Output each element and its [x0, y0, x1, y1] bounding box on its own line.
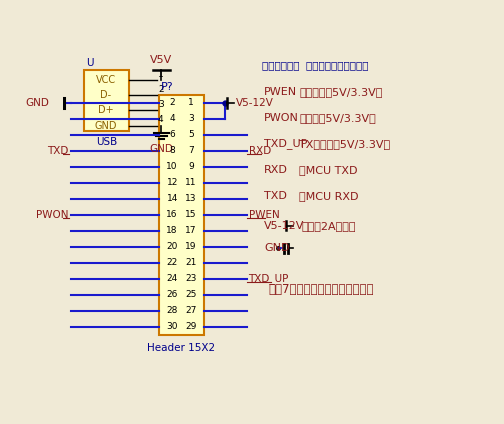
Text: TXD_UP: TXD_UP	[264, 139, 307, 149]
Text: 29: 29	[185, 322, 197, 332]
Text: USB: USB	[96, 137, 117, 147]
Text: 开机（捐5V/3.3V）: 开机（捐5V/3.3V）	[299, 113, 376, 123]
Bar	[159, 95, 204, 335]
Text: TX上拉（捐5V/3.3V）: TX上拉（捐5V/3.3V）	[299, 139, 391, 149]
Text: 4: 4	[158, 115, 163, 124]
Text: 24: 24	[166, 274, 178, 283]
Text: 26: 26	[166, 290, 178, 299]
Text: 1: 1	[158, 70, 164, 79]
Text: GND: GND	[264, 243, 290, 254]
Text: 2: 2	[158, 85, 163, 94]
Text: 15: 15	[185, 210, 197, 220]
Text: 12: 12	[166, 179, 178, 187]
Text: PWON: PWON	[264, 113, 299, 123]
Text: 22: 22	[166, 259, 178, 268]
Text: 13: 13	[185, 195, 197, 204]
Text: 23: 23	[185, 274, 197, 283]
Text: 16: 16	[166, 210, 178, 220]
Text: 3: 3	[158, 100, 164, 109]
Text: RXD: RXD	[248, 146, 271, 156]
Text: 2: 2	[169, 98, 175, 107]
Text: VCC: VCC	[96, 75, 116, 85]
Text: U: U	[86, 58, 93, 68]
Text: TXD: TXD	[47, 146, 69, 156]
Text: 3: 3	[188, 114, 194, 123]
Text: 开电源（捐5V/3.3V）: 开电源（捐5V/3.3V）	[299, 86, 383, 97]
Text: 17: 17	[185, 226, 197, 235]
Text: GND: GND	[26, 98, 49, 108]
Text: Header 15X2: Header 15X2	[147, 343, 215, 353]
Text: D+: D+	[98, 106, 114, 115]
Text: 30: 30	[166, 322, 178, 332]
Text: TXD_UP: TXD_UP	[248, 273, 289, 285]
Text: 7: 7	[188, 146, 194, 156]
Text: 21: 21	[185, 259, 197, 268]
Text: 4: 4	[169, 114, 175, 123]
Text: 1: 1	[188, 98, 194, 107]
Text: 9: 9	[188, 162, 194, 171]
Text: V5-12V: V5-12V	[236, 98, 274, 108]
Text: 5: 5	[188, 131, 194, 139]
Text: PWEN: PWEN	[264, 86, 297, 97]
Text: P?: P?	[161, 82, 173, 92]
Text: PWON: PWON	[36, 210, 69, 220]
Text: 接MCU RXD: 接MCU RXD	[299, 191, 359, 201]
Text: 28: 28	[166, 307, 178, 315]
Text: 27: 27	[185, 307, 197, 315]
Text: GND: GND	[150, 144, 173, 154]
Text: D-: D-	[100, 90, 111, 100]
Text: 20: 20	[166, 243, 178, 251]
Text: 以上7个引脚都要接，否者不可用: 以上7个引脚都要接，否者不可用	[268, 283, 373, 296]
Text: 10: 10	[166, 162, 178, 171]
Text: 8: 8	[169, 146, 175, 156]
Text: 18: 18	[166, 226, 178, 235]
Text: 接MCU TXD: 接MCU TXD	[299, 165, 358, 175]
Text: 6: 6	[169, 131, 175, 139]
Text: 19: 19	[185, 243, 197, 251]
Text: TXD: TXD	[264, 191, 287, 201]
Text: PWEN: PWEN	[248, 210, 279, 220]
Text: GND: GND	[95, 120, 117, 131]
Text: 14: 14	[166, 195, 178, 204]
Text: 电源（2A以上）: 电源（2A以上）	[301, 220, 356, 231]
Text: RXD: RXD	[264, 165, 288, 175]
Text: V5-12V: V5-12V	[264, 220, 304, 231]
Text: V5V: V5V	[150, 55, 172, 64]
Text: 25: 25	[185, 290, 197, 299]
Text: 11: 11	[185, 179, 197, 187]
Bar	[85, 70, 130, 131]
Text: 从模块一面看  白色箭头指向为第一脚: 从模块一面看 白色箭头指向为第一脚	[262, 61, 369, 70]
